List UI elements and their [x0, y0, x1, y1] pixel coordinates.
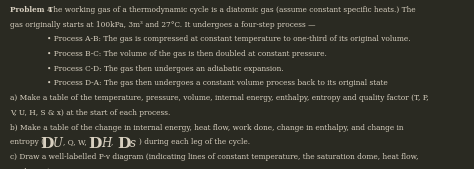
Text: • Process B-C: The volume of the gas is then doubled at constant pressure.: • Process B-C: The volume of the gas is …	[47, 50, 327, 58]
Text: c) Draw a well-labelled P-v diagram (indicating lines of constant temperature, t: c) Draw a well-labelled P-v diagram (ind…	[10, 153, 419, 161]
Text: s: s	[130, 137, 136, 150]
Text: • Process C-D: The gas then undergoes an adiabatic expansion.: • Process C-D: The gas then undergoes an…	[47, 65, 284, 73]
Text: gas originally starts at 100kPa, 3m³ and 27°C. It undergoes a four-step process : gas originally starts at 100kPa, 3m³ and…	[10, 21, 316, 29]
Text: U: U	[53, 137, 63, 150]
Text: D: D	[89, 137, 102, 151]
Text: ) during each leg of the cycle.: ) during each leg of the cycle.	[139, 138, 250, 146]
Text: D: D	[40, 137, 54, 151]
Text: entropy (: entropy (	[10, 138, 45, 146]
Text: D: D	[118, 137, 131, 151]
Text: a) Make a table of the temperature, pressure, volume, internal energy, enthalpy,: a) Make a table of the temperature, pres…	[10, 94, 429, 102]
Text: H: H	[101, 137, 111, 150]
Text: V, U, H, S & x) at the start of each process.: V, U, H, S & x) at the start of each pro…	[10, 109, 171, 117]
Text: work, etc.): work, etc.)	[10, 168, 51, 169]
Text: b) Make a table of the change in internal energy, heat flow, work done, change i: b) Make a table of the change in interna…	[10, 124, 404, 131]
Text: Problem 4: Problem 4	[10, 6, 53, 14]
Text: The working gas of a thermodynamic cycle is a diatomic gas (assume constant spec: The working gas of a thermodynamic cycle…	[46, 6, 416, 14]
Text: ,: ,	[111, 138, 116, 146]
Text: • Process A-B: The gas is compressed at constant temperature to one-third of its: • Process A-B: The gas is compressed at …	[47, 35, 411, 43]
Text: , Q, W,: , Q, W,	[63, 138, 89, 146]
Text: • Process D-A: The gas then undergoes a constant volume process back to its orig: • Process D-A: The gas then undergoes a …	[47, 79, 388, 87]
